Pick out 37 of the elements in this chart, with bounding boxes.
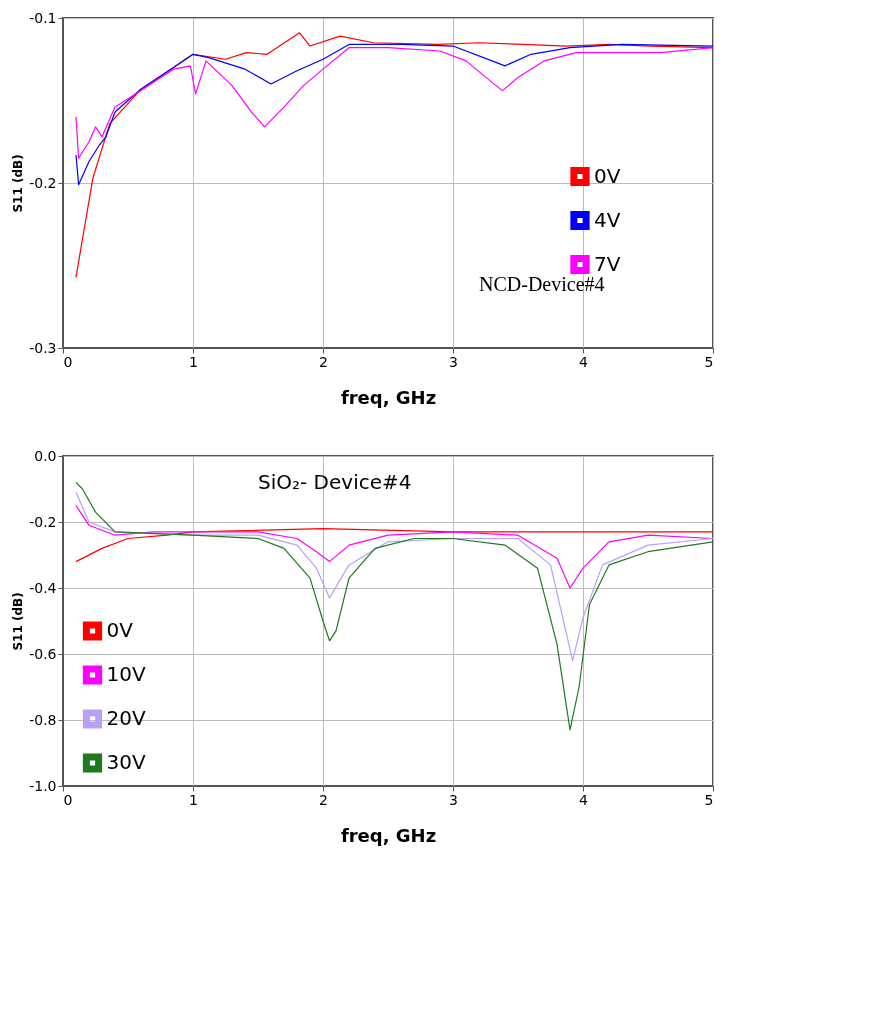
y-tick-label: -0.6 bbox=[29, 645, 57, 662]
x-tick-label: 1 bbox=[189, 353, 198, 370]
x-tick-label: 3 bbox=[449, 791, 458, 808]
line-series bbox=[75, 47, 713, 159]
line-series bbox=[75, 528, 713, 563]
legend-label: 20V bbox=[106, 706, 146, 730]
line-series bbox=[75, 43, 713, 186]
x-tick-label: 2 bbox=[319, 353, 328, 370]
legend-label: 7V bbox=[594, 251, 621, 276]
y-axis-title: S11 (dB) bbox=[11, 592, 26, 651]
legend-label: 4V bbox=[594, 207, 621, 232]
legend-label: 0V bbox=[594, 163, 621, 188]
y-tick-label: -0.3 bbox=[29, 339, 57, 356]
annotation: SiO₂- Device#4 bbox=[258, 469, 412, 494]
x-tick-label: 4 bbox=[579, 353, 589, 370]
y-tick-label: -0.2 bbox=[29, 513, 57, 530]
x-tick-label: 0 bbox=[63, 353, 73, 370]
x-tick-label: 5 bbox=[704, 791, 714, 808]
y-tick-label: -0.1 bbox=[29, 9, 57, 26]
y-axis-title: S11 (dB) bbox=[11, 154, 26, 213]
x-axis-title: freq, GHz bbox=[340, 824, 437, 846]
y-tick-label: -0.2 bbox=[29, 174, 57, 191]
x-tick-label: 2 bbox=[319, 791, 328, 808]
x-tick-label: 1 bbox=[189, 791, 198, 808]
legend-label: 10V bbox=[106, 662, 146, 686]
annotation: NCD-Device#4 bbox=[479, 273, 605, 296]
y-tick-label: 0.0 bbox=[34, 447, 57, 464]
x-axis-title: freq, GHz bbox=[340, 386, 437, 408]
x-tick-label: 3 bbox=[449, 353, 458, 370]
y-tick-label: -0.4 bbox=[29, 579, 57, 596]
y-tick-label: -1.0 bbox=[29, 777, 57, 794]
legend-label: 30V bbox=[106, 750, 146, 774]
y-tick-label: -0.8 bbox=[29, 711, 57, 728]
x-tick-label: 4 bbox=[579, 791, 589, 808]
x-tick-label: 0 bbox=[63, 791, 73, 808]
legend-label: 0V bbox=[106, 618, 134, 642]
x-tick-label: 5 bbox=[704, 353, 714, 370]
